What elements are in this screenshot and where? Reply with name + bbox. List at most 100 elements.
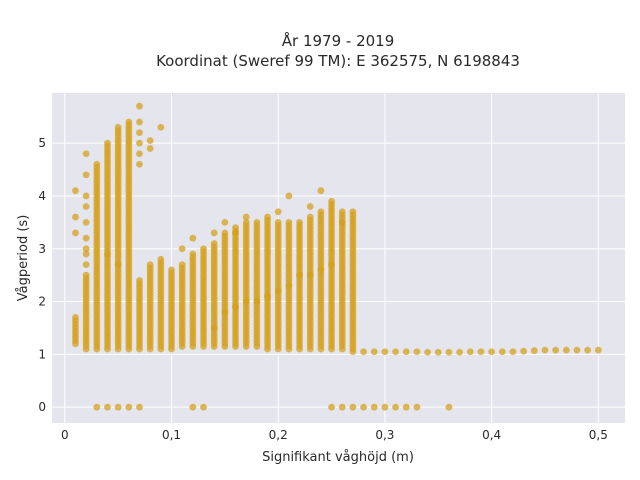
data-point: [200, 403, 207, 411]
data-point: [434, 348, 442, 356]
data-point: [413, 403, 421, 411]
x-tick-label: 0,4: [482, 428, 501, 442]
data-point: [210, 229, 218, 237]
data-point: [306, 203, 314, 210]
data-point: [402, 403, 410, 411]
data-point: [296, 271, 303, 279]
data-point: [274, 287, 282, 295]
data-point: [584, 346, 592, 354]
data-point: [306, 271, 314, 279]
data-point: [392, 348, 399, 356]
data-point: [82, 192, 90, 200]
data-point: [370, 348, 378, 356]
data-point: [72, 187, 79, 195]
y-tick-label: 0: [38, 400, 46, 414]
data-point: [349, 208, 357, 216]
data-point: [338, 208, 346, 216]
data-point: [104, 139, 111, 147]
data-point: [210, 240, 218, 247]
data-point: [264, 213, 271, 221]
data-point: [93, 403, 101, 411]
data-point: [82, 218, 90, 226]
data-point: [136, 160, 143, 168]
data-point: [498, 348, 506, 356]
data-point: [189, 403, 197, 411]
data-point: [104, 403, 111, 411]
data-point: [242, 213, 250, 221]
data-point: [168, 266, 175, 274]
data-point: [338, 403, 346, 411]
data-point: [232, 229, 239, 237]
data-point: [189, 250, 197, 258]
y-tick-label: 1: [38, 347, 46, 361]
data-point: [146, 261, 154, 268]
data-point: [157, 123, 165, 131]
data-point: [114, 403, 122, 411]
data-point: [136, 277, 143, 284]
data-point: [477, 348, 485, 356]
data-point: [82, 271, 90, 279]
y-axis-title: Vågperiod (s): [16, 215, 31, 302]
data-point: [392, 403, 399, 411]
data-point: [370, 403, 378, 411]
data-point: [136, 150, 143, 158]
data-point: [82, 203, 90, 210]
data-point: [520, 347, 528, 355]
data-point: [381, 403, 389, 411]
y-tick-label: 3: [38, 242, 46, 256]
data-point: [445, 403, 453, 411]
data-point: [349, 403, 357, 411]
data-point: [72, 314, 79, 321]
data-point: [360, 348, 367, 356]
data-point: [242, 218, 250, 226]
data-point: [317, 187, 325, 195]
x-axis-ticks: 0 0,1 0,2 0,3 0,4 0,5: [61, 428, 608, 442]
data-point: [178, 261, 186, 268]
data-point: [328, 403, 335, 411]
data-point: [285, 282, 293, 290]
data-point: [541, 346, 549, 354]
data-point: [146, 137, 154, 144]
data-point: [210, 324, 218, 332]
data-point: [242, 298, 250, 305]
chart-title-line2: Koordinat (Sweref 99 TM): E 362575, N 61…: [156, 52, 520, 70]
data-point: [285, 192, 293, 200]
data-point: [360, 403, 367, 411]
data-point: [136, 118, 143, 126]
data-point: [338, 218, 346, 226]
data-point: [82, 150, 90, 158]
data-point: [317, 208, 325, 216]
y-tick-label: 5: [38, 136, 46, 150]
data-point: [296, 218, 303, 226]
x-axis-title: Signifikant våghöjd (m): [262, 450, 414, 465]
data-point: [146, 145, 154, 152]
data-point: [82, 234, 90, 242]
data-point: [562, 346, 570, 354]
data-point: [125, 118, 133, 126]
data-point: [402, 348, 410, 356]
data-point: [157, 255, 165, 263]
data-point: [530, 347, 538, 355]
data-point: [328, 261, 335, 268]
data-point: [264, 292, 271, 300]
data-point: [317, 266, 325, 274]
x-tick-label: 0: [61, 428, 69, 442]
y-tick-label: 2: [38, 295, 46, 309]
data-point: [136, 403, 143, 411]
data-point: [82, 261, 90, 268]
data-point: [200, 245, 207, 253]
data-point: [221, 218, 229, 226]
data-point: [381, 348, 389, 356]
x-tick-label: 0,3: [375, 428, 394, 442]
data-point: [232, 224, 239, 232]
data-point: [136, 129, 143, 137]
x-tick-label: 0,2: [269, 428, 288, 442]
data-point: [221, 308, 229, 316]
data-point: [72, 213, 79, 221]
data-point: [253, 298, 261, 305]
data-point: [189, 234, 197, 242]
data-point: [573, 346, 581, 354]
data-point: [114, 123, 122, 131]
x-tick-label: 0,5: [589, 428, 608, 442]
